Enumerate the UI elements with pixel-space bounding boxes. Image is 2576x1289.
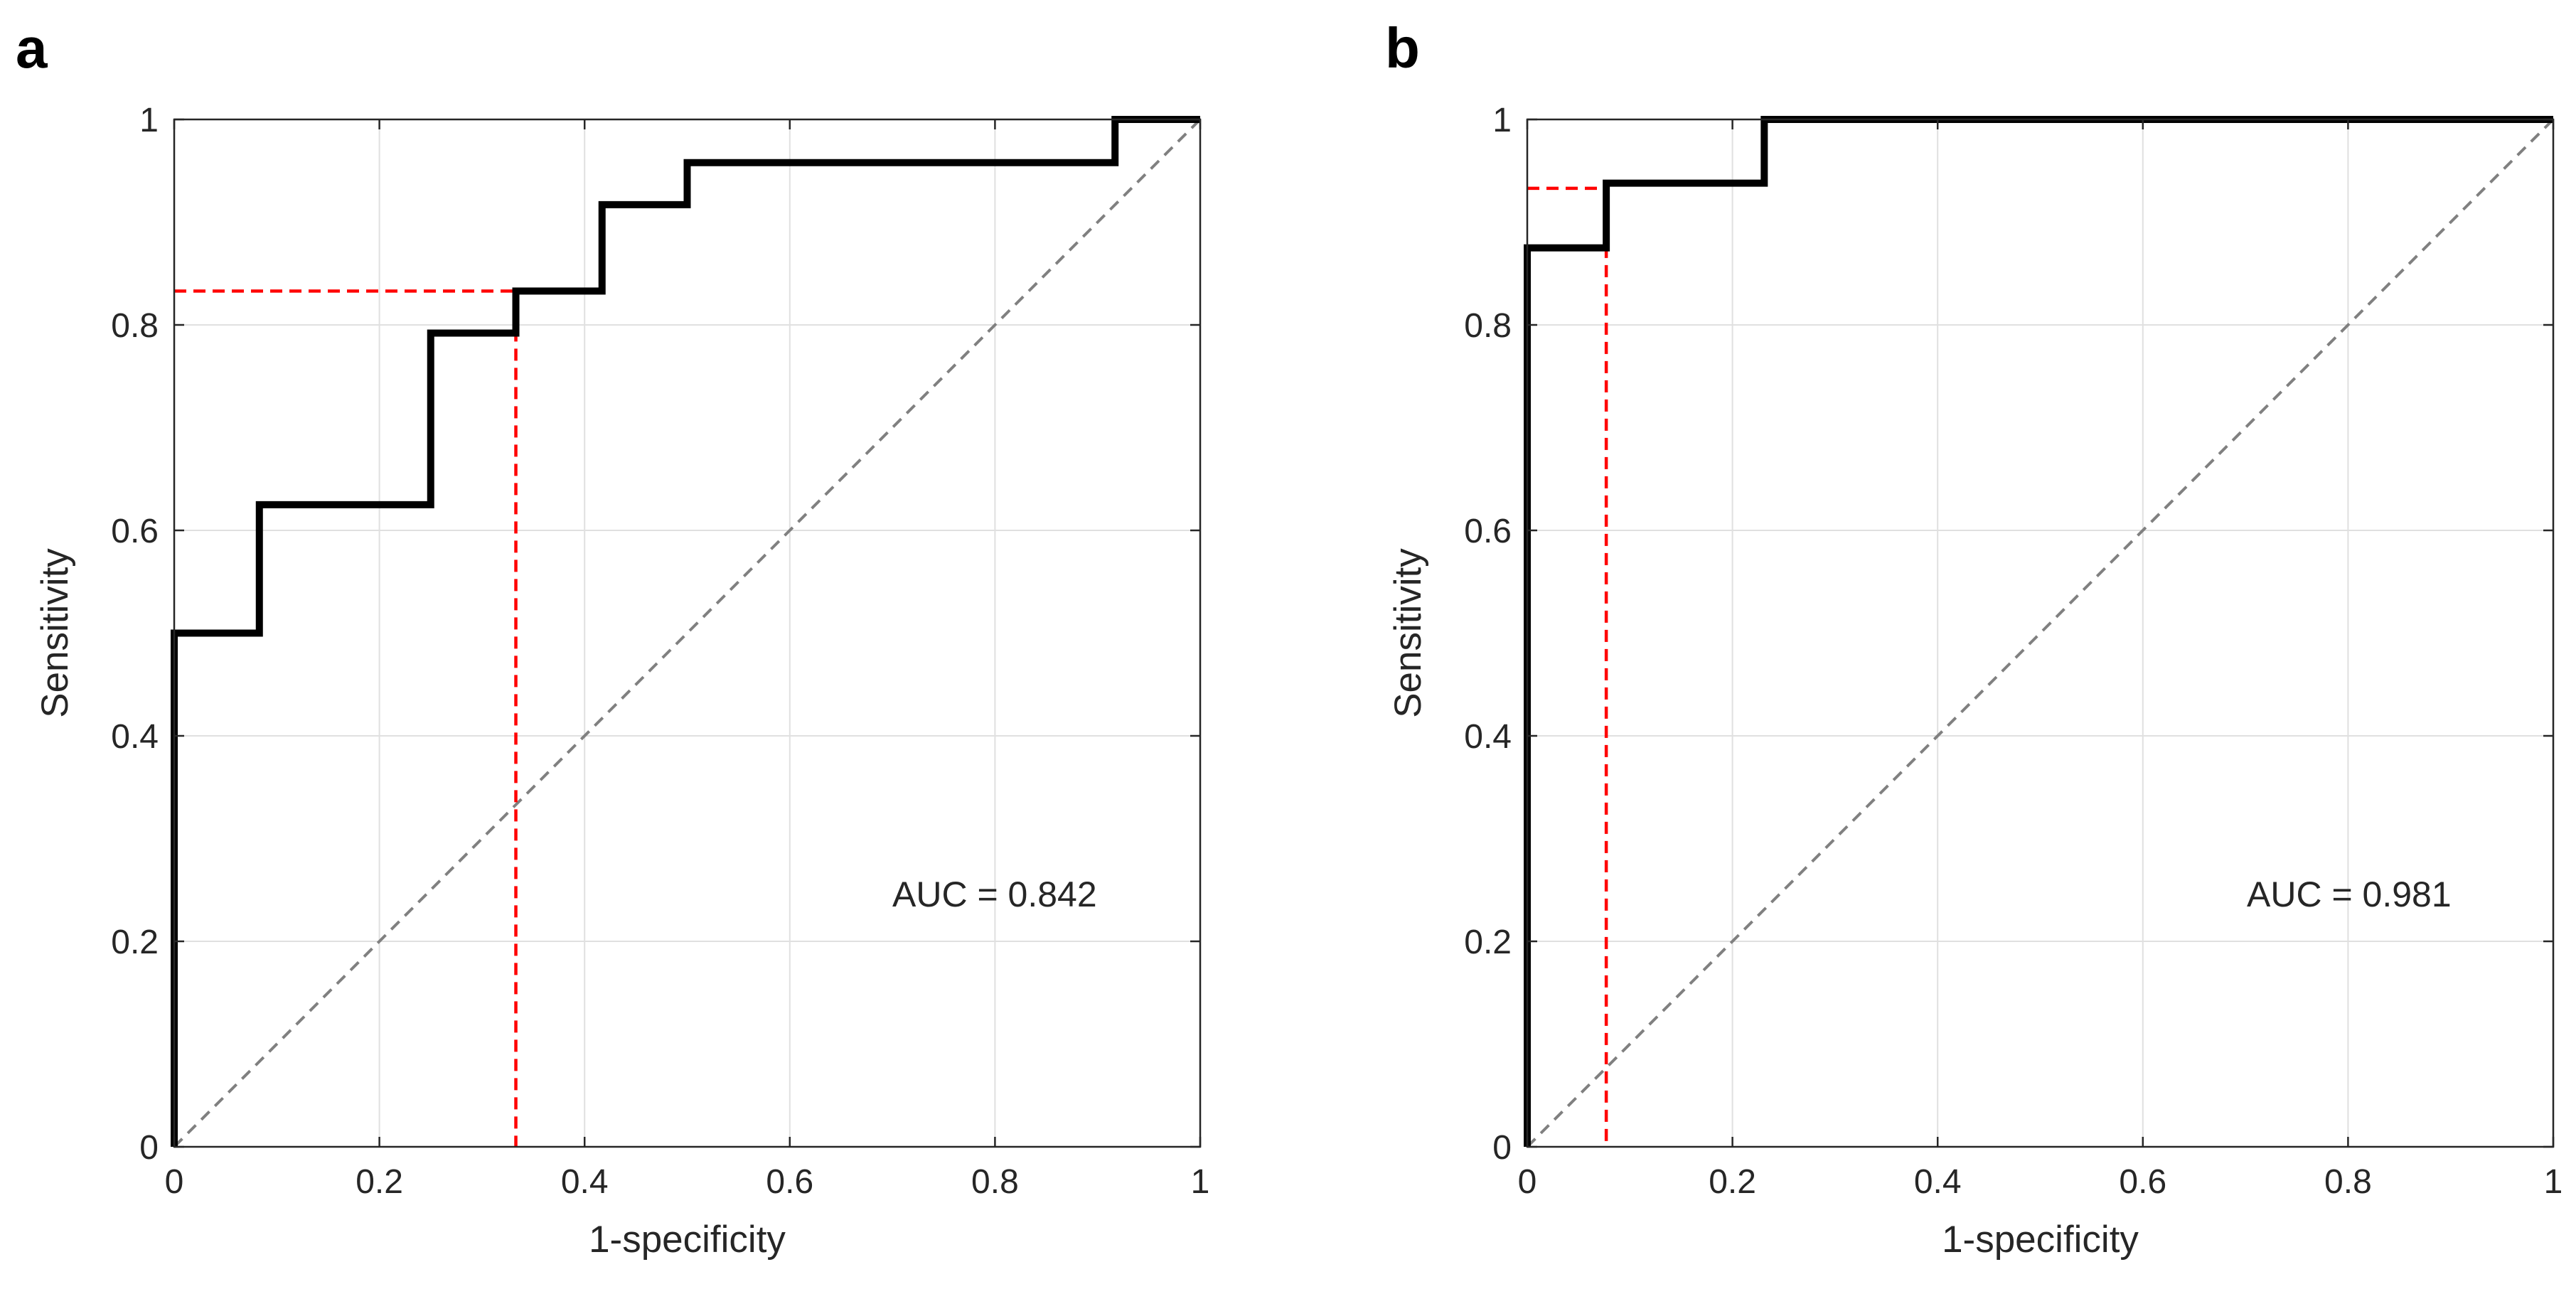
chart-a-x-tick-label: 0 xyxy=(165,1163,184,1201)
chart-b-x-tick-label: 0 xyxy=(1518,1163,1537,1201)
chart-b-auc-annotation: AUC = 0.981 xyxy=(2247,875,2452,914)
chart-b-axes-box xyxy=(1526,118,2555,1148)
chart-a-y-tick-label: 0.8 xyxy=(111,307,159,345)
chart-a-x-tick-label: 0.6 xyxy=(766,1163,813,1201)
chart-a-x-tick-label: 1 xyxy=(1191,1163,1210,1201)
chart-b-y-tick-label: 1 xyxy=(1492,102,1512,139)
chart-a-auc-annotation: AUC = 0.842 xyxy=(892,875,1097,914)
chart-b-x-axis-label: 1-specificity xyxy=(1942,1219,2139,1261)
chart-b-x-tick-label: 0.2 xyxy=(1709,1163,1756,1201)
chart-b-x-tick-label: 0.6 xyxy=(2119,1163,2166,1201)
chart-a-x-axis-label: 1-specificity xyxy=(589,1219,786,1261)
panel-b-letter: b xyxy=(1385,16,1420,80)
chart-a-y-tick-label: 0 xyxy=(139,1129,159,1167)
chart-b-y-axis-label: Sensitivity xyxy=(1387,548,1429,718)
panel-b: b 0 0.2 0.4 0.6 0.8 1 0 0.2 0.4 0.6 0.8 1 1-specific… xyxy=(1385,16,2562,1261)
panel-a: a 0 0.2 0.4 0.6 0.8 1 0 0.2 0.4 0.6 0.8 1 1-specific… xyxy=(16,16,1209,1261)
chart-b-y-tick-label: 0.2 xyxy=(1464,924,1512,961)
chart-b-x-tick-label: 0.8 xyxy=(2324,1163,2372,1201)
panel-a-letter: a xyxy=(16,16,48,80)
chart-a-x-tick-label: 0.2 xyxy=(356,1163,403,1201)
chart-b-y-tick-label: 0.8 xyxy=(1464,307,1512,345)
chart-a-y-tick-label: 1 xyxy=(139,102,159,139)
chart-a-y-axis-label: Sensitivity xyxy=(34,548,76,718)
chart-a-chance-line xyxy=(173,118,1202,1148)
chart-b-x-tick-label: 1 xyxy=(2544,1163,2563,1201)
chart-a-x-tick-label: 0.4 xyxy=(561,1163,609,1201)
chart-a-y-tick-label: 0.4 xyxy=(111,718,159,756)
chart-a-axes-box xyxy=(173,118,1202,1148)
chart-b-chance-line xyxy=(1526,118,2555,1148)
chart-a-y-tick-label: 0.6 xyxy=(111,513,159,550)
chart-b-y-tick-label: 0.4 xyxy=(1464,718,1512,756)
chart-a-x-tick-label: 0.8 xyxy=(971,1163,1019,1201)
chart-b-y-tick-label: 0.6 xyxy=(1464,513,1512,550)
chart-b-x-tick-label: 0.4 xyxy=(1914,1163,1962,1201)
chart-a-roc-curve xyxy=(171,116,1200,1147)
chart-a-y-tick-label: 0.2 xyxy=(111,924,159,961)
chart-b-y-tick-label: 0 xyxy=(1492,1129,1512,1167)
